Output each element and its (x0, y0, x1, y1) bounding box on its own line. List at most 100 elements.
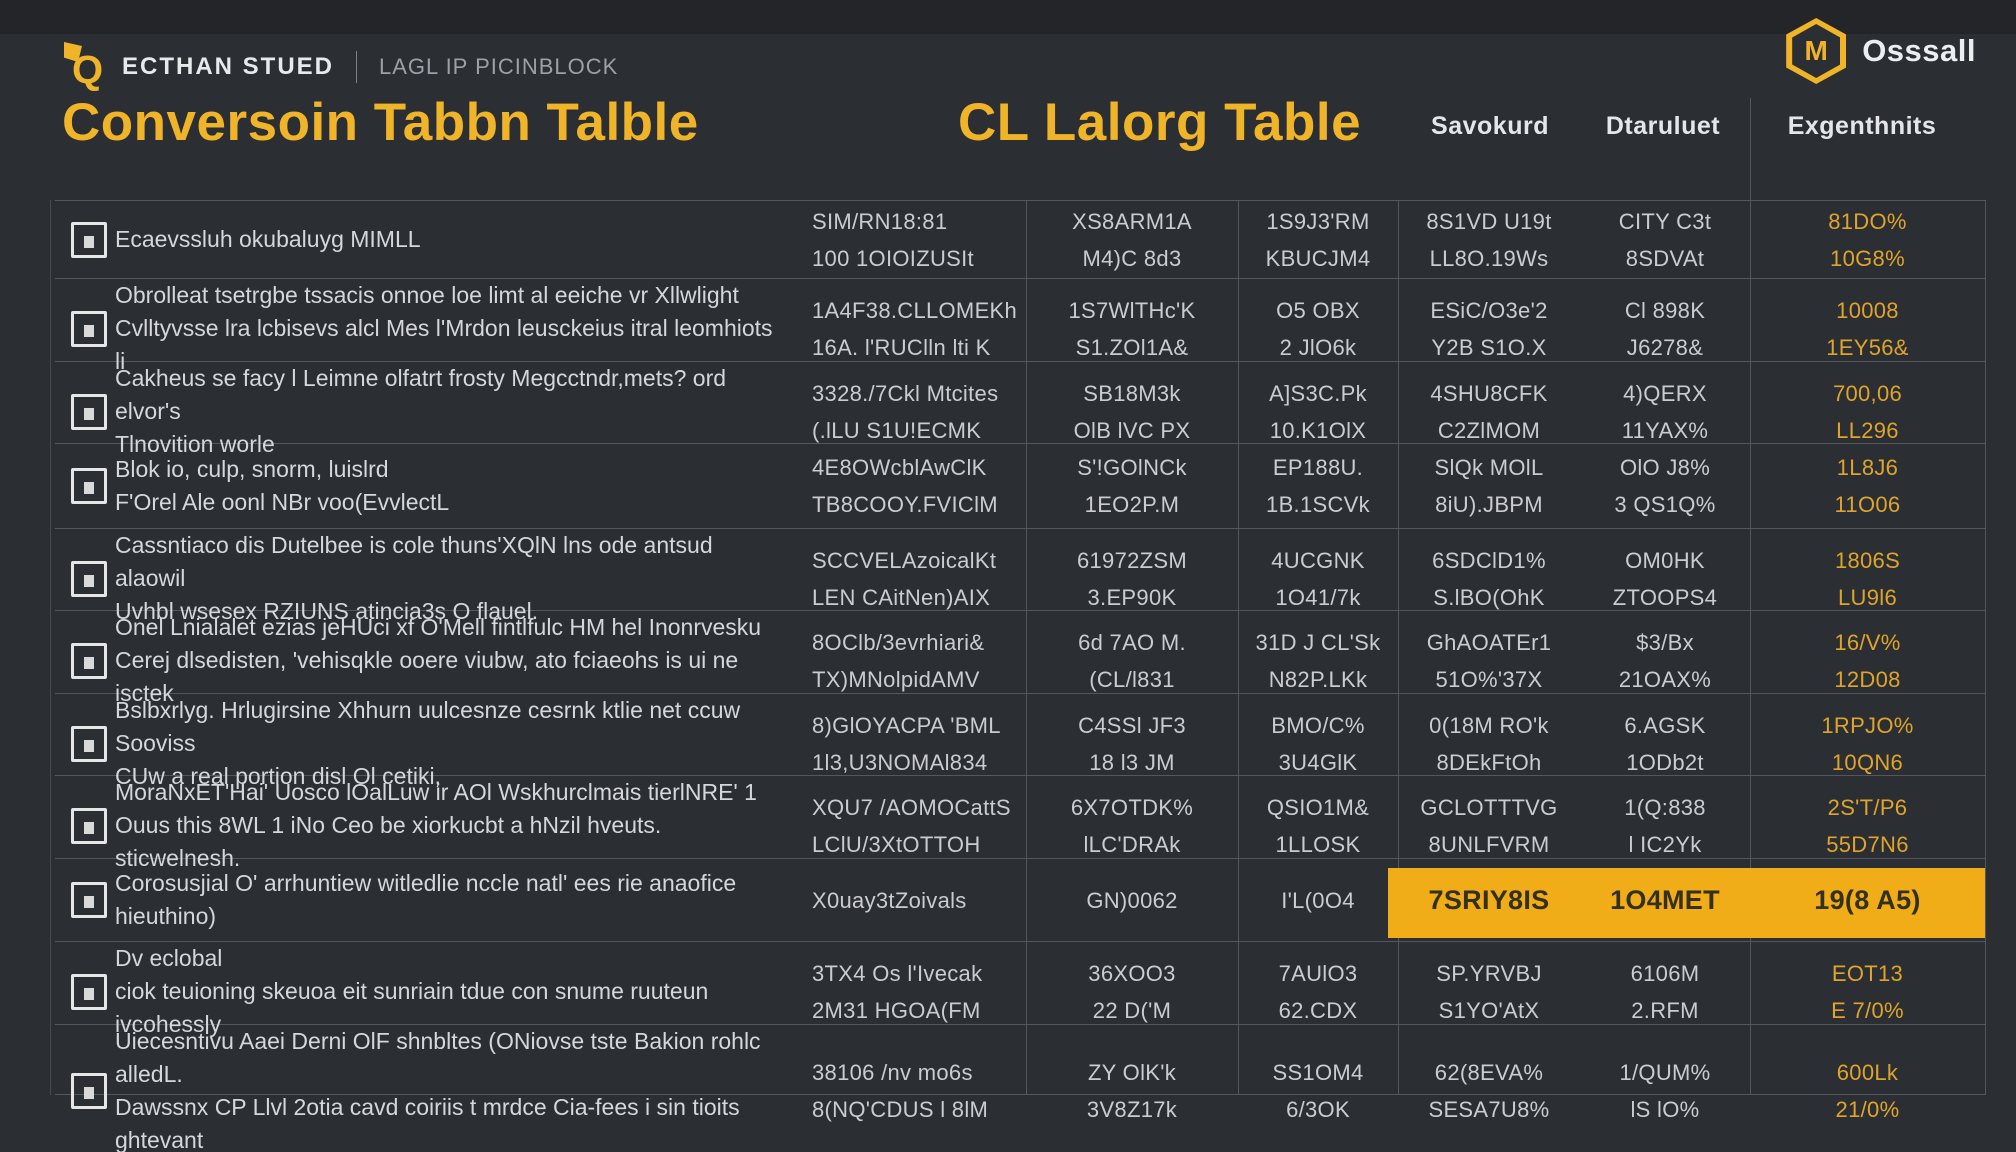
checkbox-icon[interactable] (71, 310, 107, 347)
grid-line-2 (1238, 200, 1239, 1095)
table-row: Uiecesntivu Aaei Derni OlF shnbltes (ONi… (55, 1024, 1985, 1152)
table-row: Obrolleat tsetrgbe tssacis onnoe loe lim… (55, 278, 1985, 374)
checkbox-glyph (84, 320, 94, 337)
checkbox-glyph (84, 231, 94, 248)
row-icon-cell (55, 560, 115, 597)
grid-line-4 (1750, 98, 1751, 1095)
checkbox-icon[interactable] (71, 642, 107, 679)
row-description: Blok io, culp, snorm, luislrd F'Orel Ale… (115, 456, 450, 515)
row-value-v5: 1/QUM% lS lO% (1619, 1060, 1711, 1122)
brand-logo-icon: Q (64, 40, 108, 94)
table-row: Cakheus se facy l Leimne olfatrt frosty … (55, 361, 1985, 457)
row-description: Corosusjial O' arrhuntiew witledlie nccl… (115, 870, 737, 929)
row-value-v6: 700,06 LL296 (1832, 380, 1903, 443)
table-left-border (50, 200, 51, 1095)
table-row: Corosusjial O' arrhuntiew witledlie nccl… (55, 858, 1985, 941)
brand-subtitle: LAGL IP PICINBLOCK (379, 54, 619, 79)
row-value-v4: GCLOTTTVG 8UNLFVRM (1420, 794, 1558, 857)
row-value-v6: 1806S LU9l6 (1834, 547, 1901, 610)
flag-shape-icon (64, 42, 82, 62)
row-value-v3: A]S3C.Pk 10.K1OlX (1269, 380, 1367, 443)
row-value-v1: 8OClb/3evrhiari& TX)MNolpidAMV (812, 629, 985, 692)
checkbox-icon[interactable] (71, 468, 107, 504)
row-description: Ecaevssluh okubaluyg MIMLL (115, 226, 421, 252)
checkbox-glyph (84, 478, 94, 494)
checkbox-icon[interactable] (71, 221, 107, 258)
conversion-table: Ecaevssluh okubaluyg MIMLL SIM/RN18:81 10… (55, 200, 1985, 1152)
checkbox-glyph (84, 652, 94, 669)
top-strip (0, 0, 2016, 34)
row-description: Cassntiaco dis Dutelbee is cole thuns'XQ… (115, 532, 713, 624)
row-value-v1: XQU7 /AOMOCattS LClU/3XtOTTOH (812, 794, 1011, 857)
row-value-v6: 1L8J6 11O06 (1834, 455, 1901, 517)
row-value-v2: 61972ZSM 3.EP90K (1076, 547, 1187, 610)
row-description: Bslbxrlyg. Hrlugirsine Xhhurn uulcesnze … (115, 697, 741, 789)
checkbox-icon[interactable] (71, 393, 107, 430)
checkbox-icon[interactable] (71, 973, 107, 1010)
row-value-v1: 38106 /nv mo6s 8(NQ'CDUS l 8lM (812, 1060, 989, 1122)
row-value-v6: 10008 1EY56& (1826, 297, 1909, 360)
row-value-v3: 31D J CL'Sk N82P.LKk (1255, 629, 1381, 692)
page-title-right: CL Lalorg Table (958, 93, 1362, 152)
row-value-v1: 3328./7Ckl Mtcites (.lLU S1U!ECMK (812, 380, 999, 443)
row-value-v5: 6106M 2.RFM (1630, 960, 1700, 1023)
row-icon-cell (55, 393, 115, 430)
table-row: Dv eclobal ciok teuioning skeuoa eit sun… (55, 941, 1985, 1037)
row-value-v6: 600Lk 21/0% (1835, 1060, 1900, 1122)
row-description: MoraNxET'Hai' Uosco lOalLuw ir AOl Wskhu… (115, 779, 757, 871)
checkbox-glyph (84, 817, 94, 834)
row-value-v5: 1O4MET (1610, 884, 1720, 915)
checkbox-icon[interactable] (71, 1073, 107, 1109)
row-value-v1: SCCVELAzoicalKt LEN CAitNen)AIX (812, 547, 997, 610)
row-value-v4: 0(18M RO'k 8DEkFtOh (1429, 712, 1549, 775)
checkbox-icon[interactable] (71, 882, 107, 918)
row-value-v4: GhAOATEr1 51O%'37X (1426, 629, 1552, 692)
table-row: Blok io, culp, snorm, luislrd F'Orel Ale… (55, 443, 1985, 528)
highlight-bar (1388, 868, 1985, 938)
row-value-v5: Cl 898K J6278& (1624, 297, 1706, 360)
row-value-v6: EOT13 E 7/0% (1831, 960, 1904, 1023)
row-value-v3: BMO/C% 3U4GlK (1271, 712, 1365, 775)
checkbox-icon[interactable] (71, 725, 107, 762)
row-value-v2: XS8ARM1A M4)C 8d3 (1072, 208, 1192, 271)
row-value-v5: 1(Q:838 l IC2Yk (1624, 794, 1706, 857)
checkbox-icon[interactable] (71, 807, 107, 844)
grid-line-3 (1398, 200, 1399, 1095)
row-value-v6: 81DO% 10G8% (1828, 208, 1907, 271)
grid-line-1 (1026, 200, 1027, 1095)
brand-logo-letter: Q (72, 48, 104, 92)
row-value-v1: 8)GlOYACPA 'BML 1l3,U3NOMAl834 (812, 712, 1001, 775)
table-row: Ecaevssluh okubaluyg MIMLL SIM/RN18:81 10… (55, 200, 1985, 278)
row-value-v2: ZY OlK'k 3V8Z17k (1086, 1060, 1178, 1122)
row-value-v6: 2S'T/P6 55D7N6 (1826, 794, 1909, 857)
row-value-v3: 4UCGNK 1O41/7k (1271, 547, 1365, 610)
row-value-v2: SB18M3k OlB lVC PX (1073, 380, 1191, 443)
hexagon-logo-letter: M (1804, 35, 1828, 66)
row-value-v4: 62(8EVA% SESA7U8% (1428, 1060, 1550, 1122)
row-value-v2: S'!GOlNCk 1EO2P.M (1077, 455, 1187, 517)
hexagon-logo-inner: M (1792, 24, 1841, 78)
row-value-v4: SlQk MOlL 8iU).JBPM (1434, 455, 1544, 517)
checkbox-icon[interactable] (71, 560, 107, 597)
row-value-v6: 1RPJO% 10QN6 (1821, 712, 1914, 775)
row-value-v3: 1S9J3'RM KBUCJM4 (1265, 208, 1371, 271)
row-value-v3: I'L(0O4 (1281, 887, 1355, 913)
table-row: Bslbxrlyg. Hrlugirsine Xhhurn uulcesnze … (55, 693, 1985, 789)
row-value-v1: 1A4F38.CLLOMEKh 16A. l'RUClln lti K (812, 297, 1018, 360)
row-value-v2: 6d 7AO M. (CL/l831 (1078, 629, 1186, 692)
row-value-v2: 36XOO3 22 D('M (1088, 960, 1176, 1023)
brand-title: ECTHAN STUED (122, 53, 335, 80)
row-value-v2: C4SSl JF3 18 l3 JM (1078, 712, 1186, 775)
hexagon-logo-icon: M (1786, 18, 1847, 84)
brand-right-name: Osssall (1862, 33, 1976, 68)
table-row: Onel Lnialalet ezias jeHUci xf O'Mell fi… (55, 610, 1985, 706)
row-value-v5: CITY C3t 8SDVAt (1618, 208, 1712, 271)
row-description: Cakheus se facy l Leimne olfatrt frosty … (115, 365, 727, 457)
row-value-v3: O5 OBX 2 JlO6k (1276, 297, 1360, 360)
row-value-v3: SS1OM4 6/3OK (1272, 1060, 1364, 1122)
row-value-v5: 6.AGSK 1ODb2t (1624, 712, 1706, 775)
row-value-v4: 8S1VD U19t LL8O.19Ws (1426, 208, 1552, 271)
row-value-v6: 19(8 A5) (1814, 884, 1921, 915)
row-value-v5: 4)QERX 11YAX% (1621, 380, 1709, 443)
